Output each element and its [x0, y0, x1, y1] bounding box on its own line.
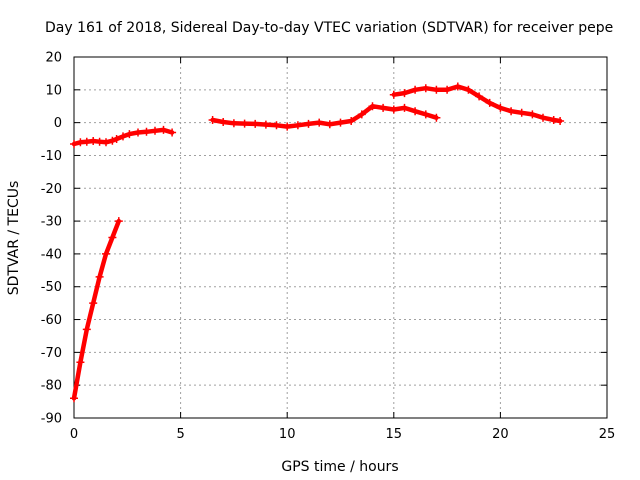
data-point	[112, 135, 121, 143]
y-tick-label: 0	[54, 116, 62, 131]
axis-ticks	[73, 56, 608, 419]
x-tick-label: 10	[279, 427, 296, 442]
data-point	[357, 110, 366, 119]
data-point	[443, 85, 452, 94]
data-point	[400, 103, 409, 112]
data-point	[95, 272, 104, 281]
data-point	[496, 103, 505, 112]
data-point	[304, 119, 313, 128]
data-point	[70, 394, 78, 403]
x-axis-label: GPS time / hours	[281, 459, 398, 475]
data-point	[125, 130, 134, 139]
plot-frame	[73, 56, 608, 419]
data-point	[539, 113, 547, 122]
y-tick-label: -40	[41, 247, 62, 262]
chart-title: Day 161 of 2018, Sidereal Day-to-day VTE…	[45, 20, 613, 36]
data-point	[76, 358, 85, 367]
data-point	[368, 102, 377, 111]
data-point	[517, 108, 526, 117]
x-tick-label: 15	[386, 427, 403, 442]
y-tick-label: -50	[41, 280, 62, 295]
data-point	[293, 121, 302, 130]
data-point	[464, 85, 473, 94]
data-point	[421, 110, 430, 119]
data-point	[507, 107, 516, 116]
y-tick-label: -20	[41, 182, 62, 197]
data-point	[379, 103, 388, 112]
data-point	[556, 117, 565, 125]
x-tick-label: 25	[599, 427, 616, 442]
data-point	[411, 85, 420, 94]
data-point	[475, 92, 484, 101]
x-tick-label: 20	[492, 427, 509, 442]
y-tick-label: 20	[45, 51, 62, 66]
data-point	[453, 82, 462, 91]
data-point	[432, 85, 441, 94]
data-point	[114, 217, 123, 226]
data-point	[142, 127, 151, 136]
y-tick-label: 10	[45, 83, 62, 98]
data-point	[411, 107, 420, 116]
data-series	[70, 82, 565, 403]
data-point	[528, 110, 537, 119]
data-point	[108, 233, 117, 242]
series-line-seg3	[210, 103, 439, 129]
data-point	[432, 113, 441, 122]
data-point	[336, 118, 345, 127]
data-point	[389, 90, 398, 99]
data-point	[261, 120, 270, 129]
data-point	[168, 128, 177, 137]
data-point	[159, 125, 168, 134]
x-tick-label: 0	[70, 427, 78, 442]
y-axis-label: SDTVAR / TECUs	[6, 181, 22, 296]
data-point	[400, 89, 409, 98]
y-tick-label: -60	[41, 313, 62, 328]
data-point	[283, 122, 292, 131]
data-point	[70, 140, 78, 148]
data-point	[251, 119, 260, 128]
data-point	[89, 299, 98, 308]
data-point	[82, 325, 91, 334]
series-line-seg4	[391, 84, 563, 124]
y-tick-label: -90	[41, 412, 62, 427]
y-tick-label: -80	[41, 379, 62, 394]
data-point	[208, 116, 217, 124]
data-point	[315, 118, 324, 127]
y-tick-label: -30	[41, 215, 62, 230]
data-point	[421, 84, 430, 93]
data-point	[272, 121, 281, 130]
data-point	[102, 249, 110, 258]
data-point	[347, 117, 356, 125]
x-tick-label: 5	[176, 427, 184, 442]
data-point	[102, 138, 110, 147]
data-point	[325, 120, 334, 129]
data-point	[549, 116, 558, 124]
y-tick-label: -70	[41, 346, 62, 361]
data-point	[240, 119, 249, 128]
series-line-seg1	[71, 218, 122, 401]
data-point	[134, 128, 142, 137]
data-point	[485, 98, 494, 107]
tick-labels: 0 5 10 15 20 25 20 10 0 -10 -20 -30 -40 -50 -60 -70 -80 -…	[41, 51, 616, 443]
grid	[74, 57, 607, 418]
data-point	[229, 119, 238, 128]
data-point	[219, 118, 228, 126]
data-point	[108, 136, 117, 145]
data-point	[151, 126, 159, 135]
data-point	[389, 105, 398, 114]
y-tick-label: -10	[41, 149, 62, 164]
data-point	[119, 132, 127, 141]
